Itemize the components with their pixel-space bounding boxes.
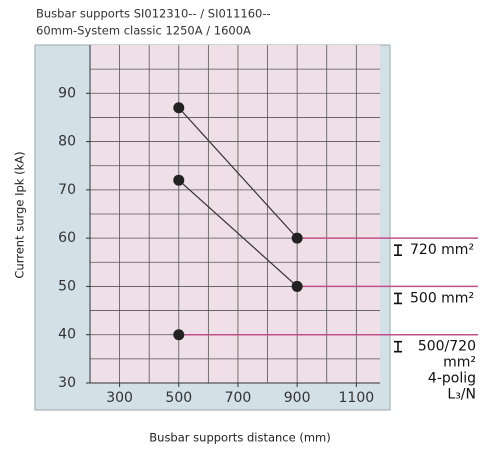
y-tick-label: 60 — [58, 230, 76, 246]
x-tick-label: 500 — [165, 390, 192, 406]
y-tick-label: 70 — [58, 182, 76, 198]
annotation: 720 mm² — [410, 242, 474, 258]
annotation: L₃/N — [447, 387, 476, 403]
x-tick-label: 1100 — [339, 390, 375, 406]
chart-title: Busbar supports SI012310-- / SI011160-- — [36, 7, 271, 21]
x-tick-label: 700 — [225, 390, 252, 406]
data-point — [173, 174, 185, 186]
bracket-icon — [394, 340, 402, 353]
x-axis-label: Busbar supports distance (mm) — [149, 431, 330, 445]
bracket-icon — [394, 244, 402, 256]
annotation: 500/720 — [418, 339, 476, 355]
series-line — [178, 179, 298, 287]
data-point — [173, 102, 185, 114]
y-tick-label: 40 — [58, 327, 76, 343]
series-line — [178, 107, 298, 239]
annotation: 4-polig — [428, 371, 476, 387]
bracket-icon — [394, 292, 402, 305]
x-tick-label: 900 — [284, 390, 311, 406]
y-tick-label: 30 — [58, 375, 76, 391]
data-point — [291, 232, 303, 244]
y-tick-label: 50 — [58, 278, 76, 294]
chart-subtitle: 60mm-System classic 1250A / 1600A — [36, 24, 251, 38]
x-tick-label: 300 — [106, 390, 133, 406]
data-point — [173, 329, 185, 341]
annotation: 500 mm² — [410, 290, 474, 306]
annotation: mm² — [443, 355, 476, 371]
y-tick-label: 80 — [58, 134, 76, 150]
y-tick-label: 90 — [58, 85, 76, 101]
y-axis-label: Current surge Ipk (kA) — [13, 151, 27, 278]
data-point — [291, 280, 303, 292]
